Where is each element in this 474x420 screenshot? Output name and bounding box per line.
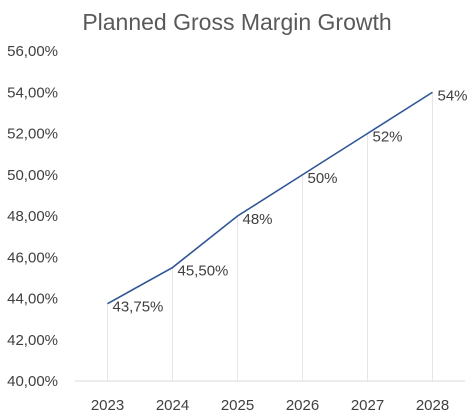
x-tick-label: 2026 <box>286 397 319 414</box>
data-label: 54% <box>438 87 468 104</box>
y-tick-label: 54,00% <box>7 84 58 101</box>
y-tick-label: 44,00% <box>7 291 58 308</box>
y-tick-label: 46,00% <box>7 249 58 266</box>
y-axis: 40,00% 42,00% 44,00% 46,00% 48,00% 50,00% 52,0… <box>7 43 58 390</box>
x-tick-label: 2023 <box>91 397 124 414</box>
y-tick-label: 48,00% <box>7 208 58 225</box>
x-axis: 2023 2024 2025 2026 2027 2028 <box>91 397 449 414</box>
y-tick-label: 52,00% <box>7 126 58 143</box>
x-tick-label: 2024 <box>156 397 189 414</box>
drop-lines <box>107 92 433 381</box>
data-label: 48% <box>243 211 273 228</box>
y-tick-label: 40,00% <box>7 373 58 390</box>
data-label: 52% <box>373 129 403 146</box>
data-label: 45,50% <box>178 263 229 280</box>
y-tick-label: 42,00% <box>7 332 58 349</box>
data-labels: 43,75% 45,50% 48% 50% 52% 54% <box>113 87 468 315</box>
x-tick-label: 2028 <box>416 397 449 414</box>
x-tick-label: 2025 <box>221 397 254 414</box>
y-tick-label: 56,00% <box>7 43 58 60</box>
data-label: 43,75% <box>113 299 164 316</box>
series-line <box>107 91 433 305</box>
chart-title: Planned Gross Margin Growth <box>82 9 391 35</box>
data-label: 50% <box>308 170 338 187</box>
x-tick-label: 2027 <box>351 397 384 414</box>
y-tick-label: 50,00% <box>7 167 58 184</box>
